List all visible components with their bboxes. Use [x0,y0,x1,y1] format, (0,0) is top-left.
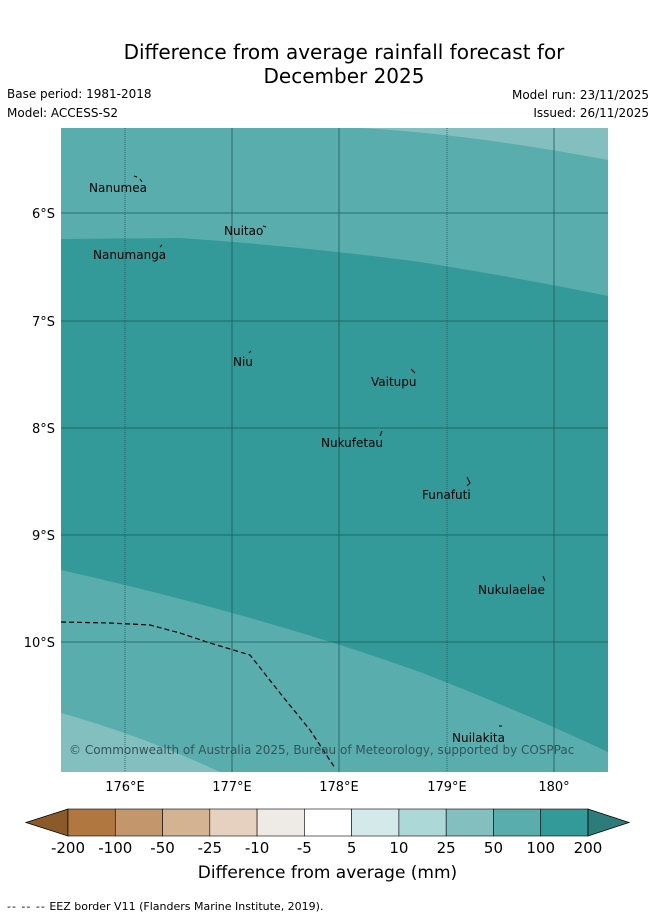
place-label: Nukulaelae [478,583,545,597]
issued-text: Issued: 26/11/2025 [533,106,649,120]
colorbar-swatch [162,808,211,837]
lat-tick-label: 9°S [32,529,55,544]
vaitupu-island [410,368,416,374]
band-25-region-bottom [61,713,220,772]
colorbar-swatch [114,808,163,837]
latitude-tick-labels: 6°S 7°S 8°S 9°S 10°S [24,207,55,651]
rainfall-map: Nanumea Nuitao Nanumanga Niu Vaitupu Nuk… [24,128,608,795]
place-label: Vaitupu [371,375,417,389]
colorbar-tick-label: 50 [484,839,503,857]
colorbar-swatch [351,808,400,837]
colorbar-tick-label: 25 [437,839,456,857]
footnote: -- -- -- EEZ border V11 (Flanders Marine… [7,900,323,913]
lon-tick-label: 179°E [427,780,467,795]
funafuti-island [466,476,471,487]
colorbar-tick-label: -25 [198,839,223,857]
lon-tick-label: 176°E [105,780,145,795]
colorbar-tick-label: -200 [51,839,85,857]
colorbar-swatch [445,808,494,837]
colorbar-tick-label: -50 [150,839,175,857]
eez-border [61,621,336,769]
colorbar-swatch [493,808,542,837]
lat-tick-label: 7°S [32,315,55,330]
lon-tick-label: 180° [538,780,569,795]
nanumanga-island [159,244,163,248]
base-period-text: Base period: 1981-2018 [7,87,152,101]
niu-island [248,350,252,354]
colorbar-tick-label: -10 [245,839,270,857]
model-text: Model: ACCESS-S2 [7,106,119,120]
place-labels: Nanumea Nuitao Nanumanga Niu Vaitupu Nuk… [89,181,545,745]
colorbar-tick-label: 10 [389,839,408,857]
longitude-tick-labels: 176°E 177°E 178°E 179°E 180° [105,780,569,795]
lat-tick-label: 8°S [32,422,55,437]
nukufetau-island [379,430,383,437]
lat-tick-label: 6°S [32,207,55,222]
colorbar-swatch [540,808,589,837]
footnote-text: EEZ border V11 (Flanders Marine Institut… [49,900,324,913]
colorbar-tick-label: -5 [297,839,312,857]
meridian-lines [124,128,555,772]
parallel-lines [61,212,608,643]
place-label: Nuilakita [452,731,505,745]
band-100-region [61,238,608,752]
colorbar-axis-label: Difference from average (mm) [197,863,458,883]
colorbar-left-arrow [24,808,69,837]
colorbar-tick-label: 200 [574,839,603,857]
model-run-text: Model run: 23/11/2025 [511,88,649,102]
colorbar-swatch [398,808,447,837]
colorbar-right-arrow [587,808,631,837]
page-title: Difference from average rainfall forecas… [123,40,565,88]
colorbar-swatch [256,808,305,837]
band-25-region-top [360,128,608,160]
eez-legend-dash: -- -- -- [7,900,46,913]
place-label: Nuitao [224,224,263,238]
place-label: Nanumea [89,181,147,195]
copyright-text: © Commonwealth of Australia 2025, Bureau… [69,743,574,757]
colorbar-swatches [24,808,631,837]
colorbar-tick-label: -100 [98,839,132,857]
colorbar-swatch [209,808,258,837]
place-label: Funafuti [422,488,471,502]
place-label: Nukufetau [321,436,383,450]
nuitao-island [262,225,267,228]
colorbar-tick-labels: -200 -100 -50 -25 -10 -5 5 10 25 50 100 200 [51,839,602,857]
colorbar-swatch [304,808,352,837]
colorbar-swatch [67,808,116,837]
lon-tick-label: 177°E [212,780,252,795]
island-shapes [133,175,546,727]
place-label: Niu [233,355,253,369]
colorbar: -200 -100 -50 -25 -10 -5 5 10 25 50 100 200 [24,808,631,857]
place-label: Nanumanga [93,248,166,262]
colorbar-tick-label: 100 [526,839,555,857]
nukulaelae-island [542,575,546,582]
nanumea-island [133,175,143,183]
lon-tick-label: 178°E [319,780,359,795]
lat-tick-label: 10°S [24,636,55,651]
colorbar-tick-label: 5 [347,839,357,857]
